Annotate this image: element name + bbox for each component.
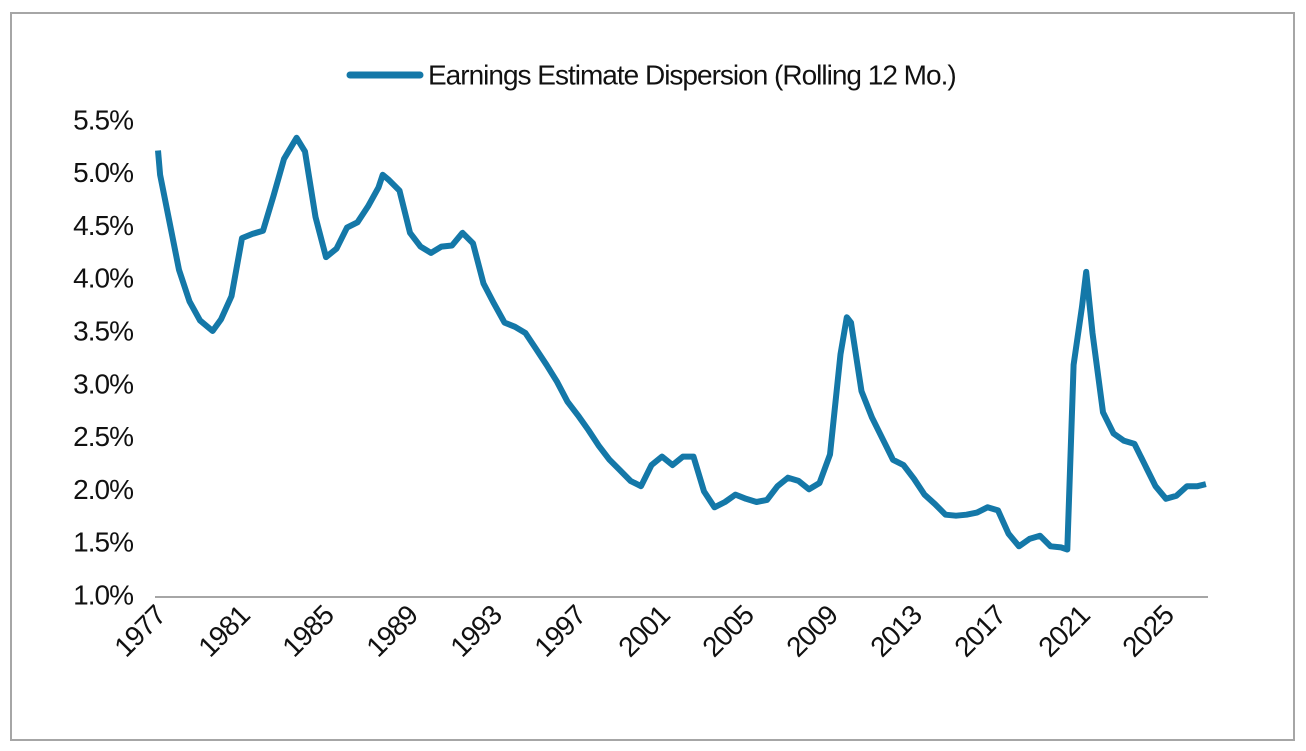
- y-tick-label: 3.0%: [73, 368, 133, 399]
- data-line: [155, 134, 1207, 553]
- y-tick-label: 2.0%: [73, 474, 133, 505]
- y-tick-label: 4.5%: [73, 210, 133, 241]
- y-tick-label: 5.0%: [73, 157, 133, 188]
- y-tick-label: 5.5%: [73, 104, 133, 135]
- y-tick-label: 1.0%: [73, 579, 133, 610]
- legend-label: Earnings Estimate Dispersion (Rolling 12…: [428, 59, 956, 90]
- y-tick-label: 3.5%: [73, 316, 133, 347]
- chart-frame: [10, 12, 1295, 741]
- y-tick-label: 2.5%: [73, 421, 133, 452]
- y-tick-label: 4.0%: [73, 263, 133, 294]
- y-tick-label: 1.5%: [73, 527, 133, 558]
